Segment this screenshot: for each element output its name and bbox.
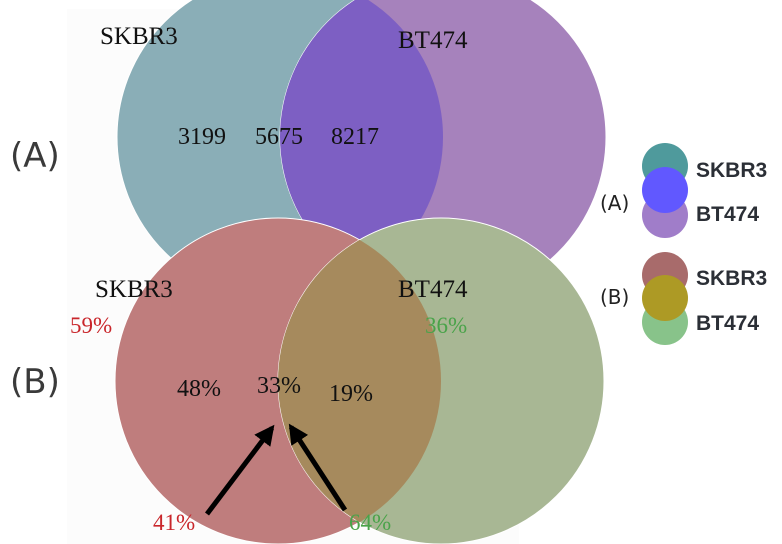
set-label-skbr3-b: SKBR3: [95, 276, 173, 303]
count-skbr3-only: 3199: [178, 124, 226, 150]
percent-bt474-total: 36%: [425, 313, 467, 338]
legend-swatch-overlap-b: [642, 275, 688, 321]
percent-arrow-right: 64%: [349, 510, 391, 535]
set-label-skbr3-a: SKBR3: [100, 23, 178, 50]
set-label-bt474-b: BT474: [398, 276, 468, 303]
legend-label-bt474-a: BT474: [696, 203, 759, 226]
legend-tag-b: (B): [600, 285, 629, 309]
legend-label-skbr3-b: SKBR3: [696, 267, 767, 290]
percent-skbr3-total: 59%: [70, 313, 112, 338]
panel-label-a: (A): [10, 136, 60, 176]
overlap-region-b: [278, 218, 441, 544]
arrow-left: [205, 424, 275, 516]
percent-skbr3-only: 48%: [177, 376, 221, 402]
venn-b: (B) SKBR3 BT474 59% 36% 48% 33% 19% 41% …: [10, 217, 605, 544]
legend-b: (B) SKBR3 BT474: [600, 252, 767, 345]
set-label-bt474-a: BT474: [398, 27, 468, 54]
overlap-region-a: [280, 0, 443, 300]
percent-bt474-only: 19%: [329, 381, 373, 407]
legend-label-skbr3-a: SKBR3: [696, 159, 767, 182]
legend-swatch-overlap-a: [642, 167, 688, 213]
count-overlap-a: 5675: [255, 124, 303, 150]
legend-a: (A) SKBR3 BT474: [600, 143, 767, 238]
percent-overlap-b: 33%: [257, 373, 301, 399]
legend-tag-a: (A): [600, 191, 629, 215]
percent-arrow-left: 41%: [153, 510, 195, 535]
panel-label-b: (B): [10, 362, 60, 402]
count-bt474-only: 8217: [331, 124, 379, 150]
legend-label-bt474-b: BT474: [696, 312, 759, 335]
venn-a: (A) SKBR3 BT474 3199 5675 8217: [10, 0, 607, 301]
arrow-right: [288, 423, 348, 512]
